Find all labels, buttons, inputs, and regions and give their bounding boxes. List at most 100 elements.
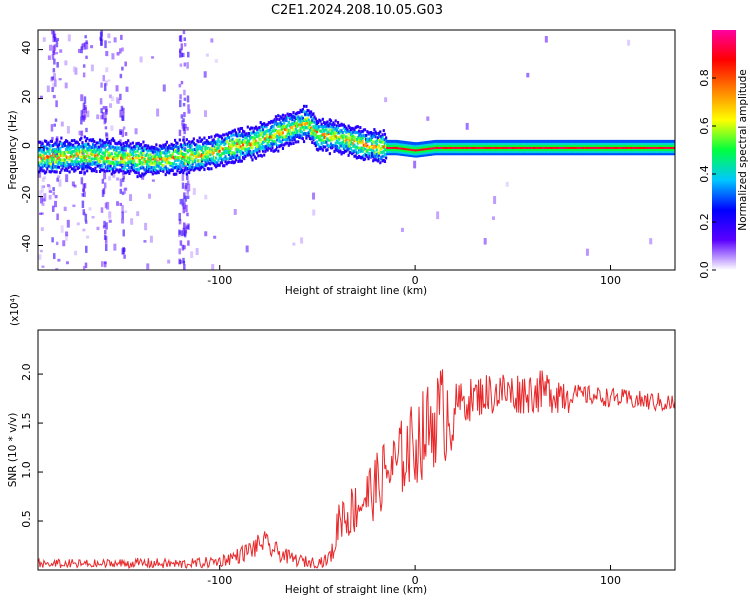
spectrogram-ridge-cell: [522, 152, 525, 156]
spectrogram-ridge-cell: [649, 148, 653, 152]
spectrogram-ridge-cell: [56, 149, 59, 153]
spectrogram-ridge-cell: [365, 149, 368, 153]
spectrogram-ridge-cell: [485, 148, 489, 152]
spectrogram-ridge-cell: [604, 152, 607, 156]
spectrogram-ridge-cell: [298, 111, 301, 115]
spectrogram-ridge-cell: [503, 152, 506, 156]
spectrogram-ridge-cell: [631, 139, 634, 143]
spectrogram-ridge-cell: [320, 124, 323, 128]
spectrogram-ridge-cell: [671, 148, 674, 152]
spectrogram-ridge-cell: [246, 125, 249, 129]
spectrogram-ridge-cell: [75, 147, 78, 151]
spectrogram-ridge-cell: [185, 159, 188, 163]
spectrogram-ridge-cell: [302, 128, 306, 132]
spectrogram-ridge-cell: [640, 139, 643, 143]
spectrogram-ridge-cell: [661, 141, 664, 145]
spectrogram-ridge-cell: [438, 148, 442, 152]
spectrogram-ridge-cell: [246, 153, 249, 157]
spectrogram-ridge-cell: [117, 146, 120, 150]
spectrogram-ridge-cell: [390, 139, 394, 143]
spectrogram-ridge-cell: [79, 160, 82, 164]
spectrogram-ridge-cell: [224, 155, 227, 159]
spectrogram-ridge-cell: [352, 142, 355, 146]
spectrogram-ridge-cell: [509, 148, 512, 152]
spectrogram-ridge-cell: [424, 143, 428, 147]
spectrogram-ridge-cell: [661, 150, 664, 154]
spectrogram-ridge-cell: [634, 139, 637, 143]
spectrogram-ridge-cell: [581, 146, 585, 150]
spectrogram-ridge-cell: [138, 174, 142, 178]
spectrogram-ridge-cell: [641, 144, 644, 148]
spectrogram-ridge-cell: [445, 150, 449, 154]
spectrogram-ridge-cell: [517, 146, 520, 150]
spectrogram-ridge-cell: [170, 142, 173, 146]
spectrogram-ridge-cell: [301, 125, 304, 129]
spectrogram-ridge-cell: [218, 154, 221, 158]
spectrogram-ridge-cell: [341, 141, 344, 145]
spectrogram-ridge-cell: [144, 159, 147, 163]
spectrogram-ridge-cell: [136, 142, 139, 146]
spectrogram-ridge-cell: [88, 162, 91, 166]
spectrogram-ridge-cell: [504, 148, 507, 152]
spectrogram-ridge-cell: [141, 172, 144, 176]
spectrogram-ridge-cell: [129, 148, 132, 152]
spectrogram-ridge-cell: [518, 141, 521, 145]
spectrogram-ridge-cell: [227, 153, 231, 157]
spectrogram-ridge-cell: [483, 146, 486, 150]
spectrogram-ridge-cell: [313, 115, 316, 119]
spectrogram-ridge-cell: [664, 141, 667, 145]
spectrogram-ridge-cell: [224, 140, 227, 144]
spectrogram-ridge-cell: [524, 146, 527, 150]
spectrogram-ridge-cell: [430, 142, 433, 146]
spectrogram-ridge-cell: [151, 168, 154, 172]
spectrogram-ridge-cell: [597, 150, 600, 154]
spectrogram-ridge-cell: [314, 141, 317, 145]
spectrogram-ridge-cell: [90, 169, 93, 173]
spectrogram-ridge-cell: [569, 146, 572, 150]
spectrogram-ridge-cell: [496, 139, 499, 143]
spectrogram-ridge-cell: [114, 157, 117, 161]
spectrogram-ridge-cell: [519, 146, 523, 150]
spectrogram-ridge-cell: [308, 112, 312, 116]
spectrogram-ridge-cell: [399, 144, 402, 148]
spectrogram-ridge-cell: [127, 153, 130, 157]
spectrogram-ridge-cell: [368, 154, 371, 158]
spectrogram-ridge-cell: [184, 143, 187, 147]
spectrogram-ridge-cell: [125, 156, 129, 160]
spectrogram-ridge-cell: [457, 141, 460, 145]
spectrogram-ridge-cell: [250, 126, 253, 130]
spectrogram-ridge-cell: [578, 146, 581, 150]
spectrogram-ridge-cell: [361, 136, 364, 140]
spectrogram-ridge-cell: [587, 141, 591, 145]
spectrogram-ridge-cell: [660, 146, 663, 150]
spectrogram-ridge-cell: [382, 145, 385, 149]
spectrogram-ridge-cell: [377, 131, 381, 135]
spectrogram-ridge-cell: [308, 137, 312, 141]
spectrogram-noise-cell: [82, 209, 86, 215]
spectrogram-noise-cell: [124, 210, 128, 214]
spectrogram-ridge-cell: [661, 144, 664, 148]
spectrogram-ridge-cell: [590, 146, 593, 150]
spectrogram-ridge-cell: [192, 148, 195, 152]
spectrogram-ridge-cell: [395, 148, 398, 152]
spectrogram-ridge-cell: [170, 146, 173, 150]
spectrogram-noise-cell: [94, 164, 98, 169]
spectrogram-ridge-cell: [536, 141, 539, 145]
spectrogram-ridge-cell: [623, 141, 626, 145]
spectrogram-ridge-cell: [159, 166, 163, 170]
spectrogram-ridge-cell: [497, 148, 500, 152]
spectrogram-ridge-cell: [653, 141, 656, 145]
spectrogram-ridge-cell: [360, 156, 363, 160]
spectrogram-ridge-cell: [508, 152, 511, 156]
spectrogram-noise-cell: [134, 128, 138, 135]
spectrogram-ridge-cell: [513, 139, 517, 143]
spectrogram-ridge-cell: [389, 144, 392, 148]
spectrogram-ridge-cell: [652, 144, 655, 148]
spectrogram-ridge-cell: [319, 138, 322, 142]
spectrogram-ridge-cell: [272, 135, 275, 139]
spectrogram-ridge-cell: [552, 148, 555, 152]
x-tick-label: 100: [600, 574, 621, 587]
spectrogram-ridge-cell: [524, 139, 527, 143]
spectrogram-ridge-cell: [108, 144, 111, 148]
spectrogram-ridge-cell: [233, 151, 236, 155]
